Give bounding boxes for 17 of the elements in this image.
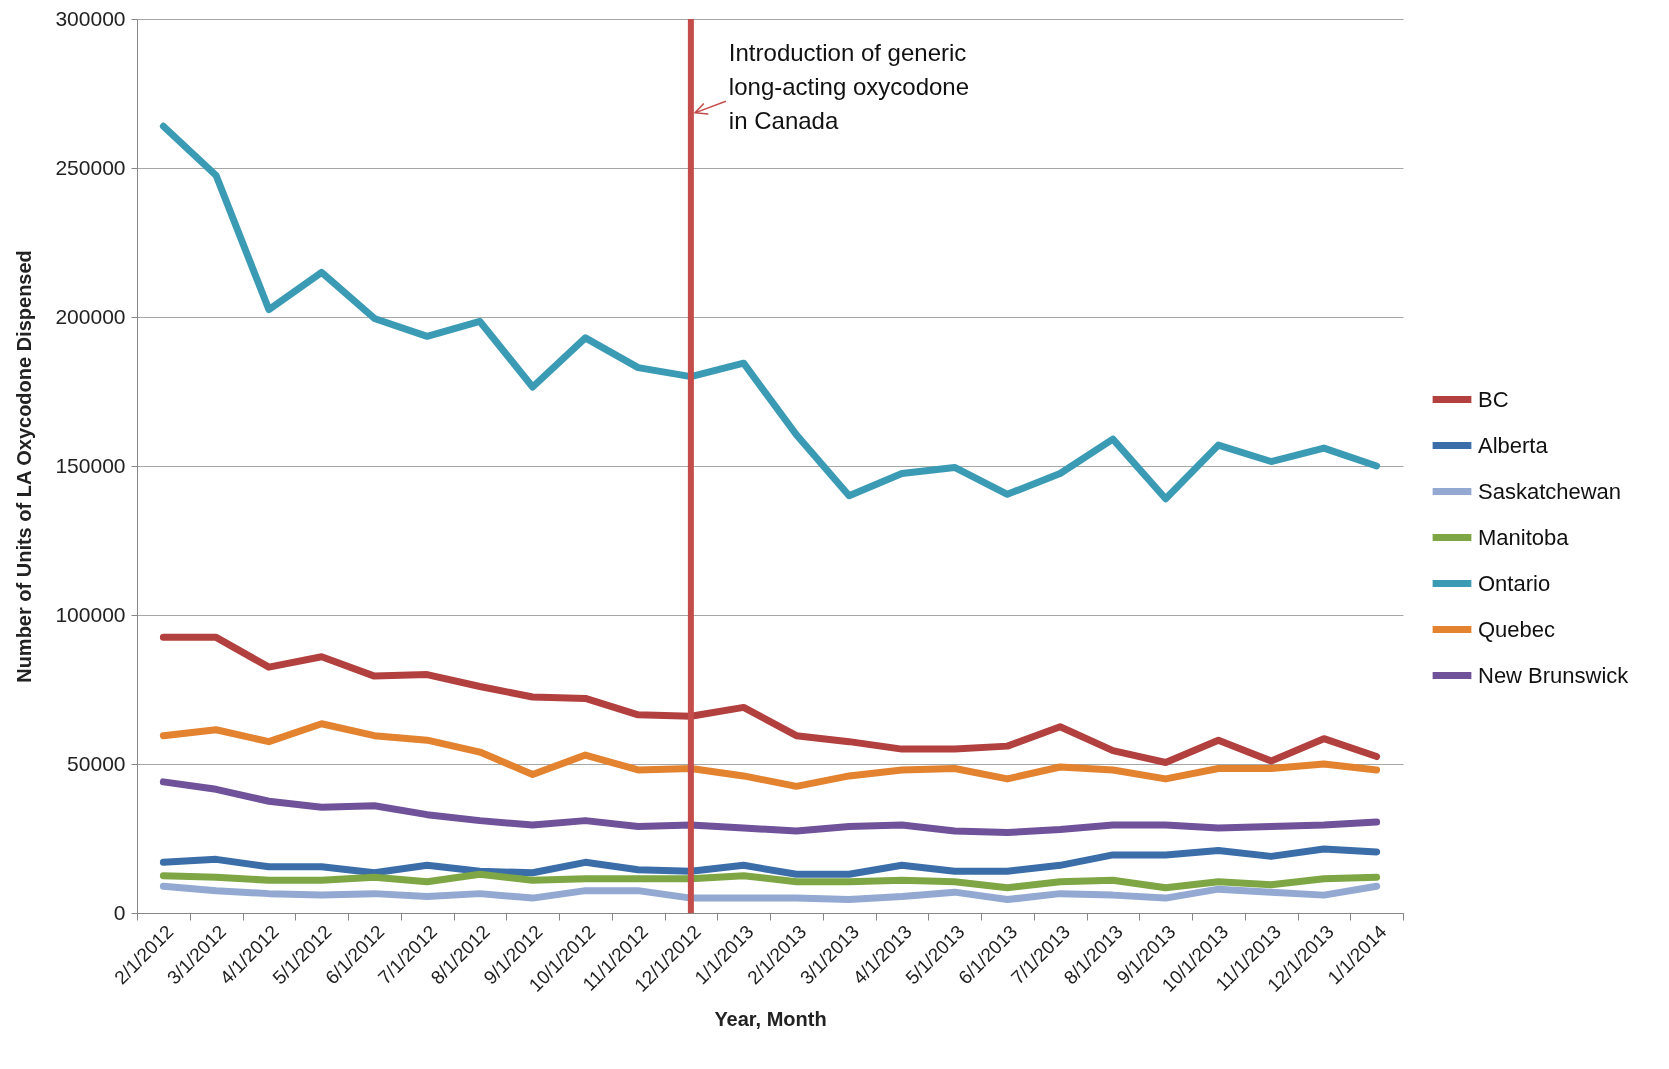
legend-label: Ontario xyxy=(1478,570,1551,596)
ref-line-label: Introduction of generic long-acting oxycodone in Canada xyxy=(728,39,970,135)
legend-label: Quebec xyxy=(1478,616,1556,642)
x-axis-title: Year, Month xyxy=(714,1007,827,1030)
y-tick-label: 100000 xyxy=(55,602,126,626)
y-tick-label: 200000 xyxy=(55,304,126,328)
legend-label: Saskatchewan xyxy=(1478,478,1622,504)
legend-label: Alberta xyxy=(1478,432,1549,458)
legend-label: BC xyxy=(1478,386,1509,412)
y-tick-label: 300000 xyxy=(55,6,126,30)
y-tick-label: 150000 xyxy=(55,453,126,477)
legend-label: Manitoba xyxy=(1478,524,1570,550)
y-axis-title: Number of Units of LA Oxycodone Dispensed xyxy=(13,250,36,683)
y-tick-label: 50000 xyxy=(67,751,126,775)
legend-label: New Brunswick xyxy=(1478,662,1630,688)
y-tick-label: 0 xyxy=(113,900,126,924)
y-tick-label: 250000 xyxy=(55,155,126,179)
